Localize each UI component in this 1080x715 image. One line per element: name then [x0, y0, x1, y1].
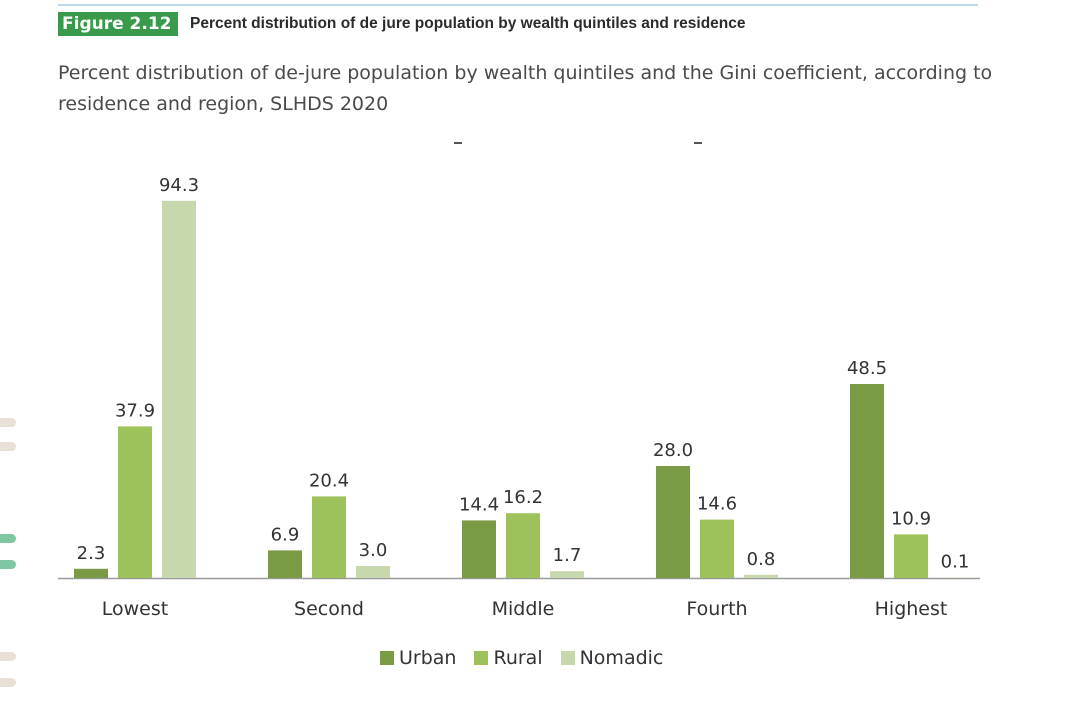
page-edge-mark: [0, 442, 16, 451]
bar-nomadic-lowest: [162, 200, 196, 579]
page-edge-mark: [0, 418, 16, 427]
figure-title: Percent distribution of de jure populati…: [190, 15, 746, 32]
bar-urban-fourth: [656, 466, 690, 578]
data-label-rural-highest: 10.9: [891, 508, 931, 529]
legend-label-rural: Rural: [493, 647, 543, 669]
bar-nomadic-fourth: [744, 574, 778, 578]
figure-subtitle: Percent distribution of de-jure populati…: [58, 62, 993, 115]
bar-rural-middle: [506, 513, 540, 578]
legend-item-nomadic: Nomadic: [560, 647, 664, 669]
data-label-nomadic-middle: 1.7: [553, 545, 582, 566]
legend-label-urban: Urban: [399, 647, 457, 669]
page-edge-mark: [0, 534, 16, 543]
legend-item-urban: Urban: [380, 647, 456, 669]
data-label-rural-second: 20.4: [309, 470, 349, 491]
x-tick-label-fourth: Fourth: [686, 598, 747, 620]
bar-rural-lowest: [118, 426, 152, 578]
data-label-urban-fourth: 28.0: [653, 440, 693, 461]
chart-legend: Urban Rural Nomadic: [380, 647, 681, 669]
data-label-rural-fourth: 14.6: [697, 494, 737, 515]
data-label-urban-second: 6.9: [271, 524, 300, 545]
data-label-urban-lowest: 2.3: [77, 543, 106, 564]
x-tick-label-lowest: Lowest: [102, 598, 168, 620]
x-tick-label-middle: Middle: [492, 598, 555, 620]
stray-dash-mark: [694, 142, 702, 144]
legend-label-nomadic: Nomadic: [579, 647, 664, 669]
data-label-nomadic-fourth: 0.8: [747, 549, 776, 570]
legend-item-rural: Rural: [474, 647, 543, 669]
legend-swatch-rural: [474, 651, 489, 665]
bar-nomadic-second: [356, 566, 390, 578]
bar-rural-second: [312, 496, 346, 578]
page-edge-mark: [0, 652, 16, 661]
bar-urban-middle: [462, 520, 496, 578]
bar-rural-fourth: [700, 519, 734, 578]
page-edge-mark: [0, 560, 16, 569]
data-label-nomadic-highest: 0.1: [941, 552, 970, 573]
figure-tag: Figure 2.12: [58, 12, 178, 36]
data-label-urban-middle: 14.4: [459, 494, 499, 515]
top-rule: [58, 4, 978, 6]
bar-rural-highest: [894, 534, 928, 578]
data-label-rural-middle: 16.2: [503, 487, 543, 508]
data-label-nomadic-second: 3.0: [359, 540, 388, 561]
data-label-rural-lowest: 37.9: [115, 400, 155, 421]
x-tick-label-second: Second: [294, 598, 364, 620]
bar-nomadic-middle: [550, 571, 584, 578]
legend-swatch-nomadic: [560, 651, 575, 665]
bar-urban-lowest: [74, 568, 108, 578]
legend-swatch-urban: [380, 651, 394, 665]
data-label-nomadic-lowest: 94.3: [159, 175, 199, 196]
bar-urban-second: [268, 550, 302, 578]
x-tick-label-highest: Highest: [875, 598, 948, 620]
data-label-urban-highest: 48.5: [847, 358, 887, 379]
page-edge-mark: [0, 678, 16, 687]
bar-urban-highest: [850, 384, 884, 578]
stray-dash-mark: [454, 142, 462, 144]
